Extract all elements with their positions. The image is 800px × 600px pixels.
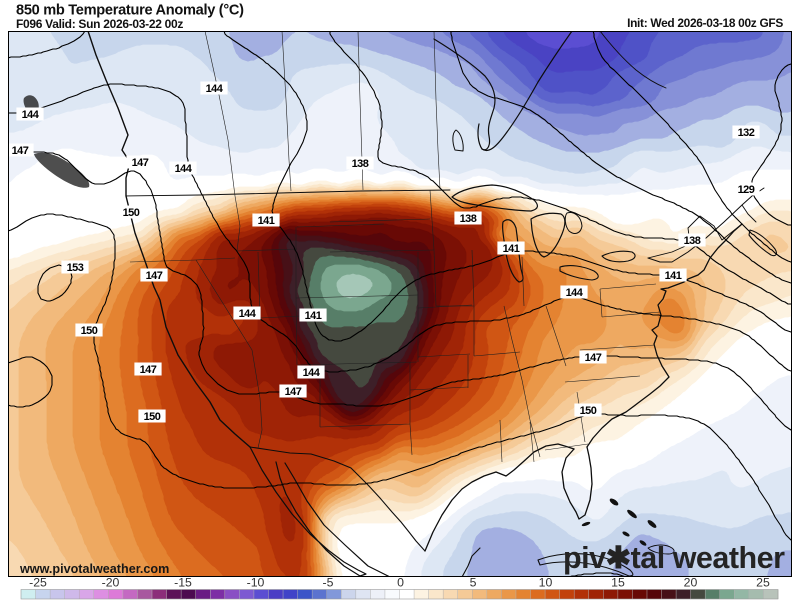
svg-text:144: 144: [22, 109, 40, 121]
svg-text:15: 15: [611, 576, 625, 590]
svg-text:138: 138: [460, 213, 477, 225]
svg-text:150: 150: [144, 411, 161, 423]
svg-text:141: 141: [305, 310, 322, 322]
svg-text:piv✱tal weather: piv✱tal weather: [563, 541, 785, 575]
svg-text:0: 0: [397, 576, 404, 590]
svg-text:F096 Valid: Sun 2026-03-22 00z: F096 Valid: Sun 2026-03-22 00z: [16, 17, 183, 31]
svg-text:147: 147: [285, 386, 302, 398]
svg-text:141: 141: [258, 215, 275, 227]
svg-text:5: 5: [470, 576, 477, 590]
svg-text:www.pivotalweather.com: www.pivotalweather.com: [19, 562, 169, 576]
svg-text:25: 25: [756, 576, 770, 590]
svg-text:138: 138: [684, 235, 701, 247]
svg-text:150: 150: [580, 405, 597, 417]
svg-text:147: 147: [146, 270, 163, 282]
svg-text:144: 144: [175, 163, 193, 175]
svg-text:138: 138: [352, 158, 369, 170]
svg-text:144: 144: [206, 83, 224, 95]
svg-text:Init: Wed 2026-03-18 00z GFS: Init: Wed 2026-03-18 00z GFS: [627, 16, 783, 30]
svg-text:-25: -25: [29, 576, 47, 590]
svg-text:144: 144: [303, 367, 321, 379]
svg-text:20: 20: [684, 576, 698, 590]
svg-text:147: 147: [585, 352, 602, 364]
svg-text:-15: -15: [174, 576, 192, 590]
svg-text:850 mb Temperature Anomaly (°C: 850 mb Temperature Anomaly (°C): [16, 3, 244, 19]
svg-text:129: 129: [738, 184, 755, 196]
svg-text:-20: -20: [102, 576, 120, 590]
svg-text:132: 132: [738, 127, 755, 139]
svg-text:144: 144: [566, 287, 584, 299]
svg-text:150: 150: [81, 325, 98, 337]
svg-text:-5: -5: [323, 576, 334, 590]
svg-text:141: 141: [503, 243, 520, 255]
svg-text:10: 10: [539, 576, 553, 590]
svg-text:-10: -10: [247, 576, 265, 590]
svg-text:147: 147: [140, 364, 157, 376]
svg-text:153: 153: [67, 262, 84, 274]
svg-text:144: 144: [239, 308, 257, 320]
svg-text:141: 141: [665, 270, 682, 282]
svg-text:147: 147: [132, 157, 149, 169]
svg-text:150: 150: [123, 207, 140, 219]
svg-text:147: 147: [12, 145, 29, 157]
